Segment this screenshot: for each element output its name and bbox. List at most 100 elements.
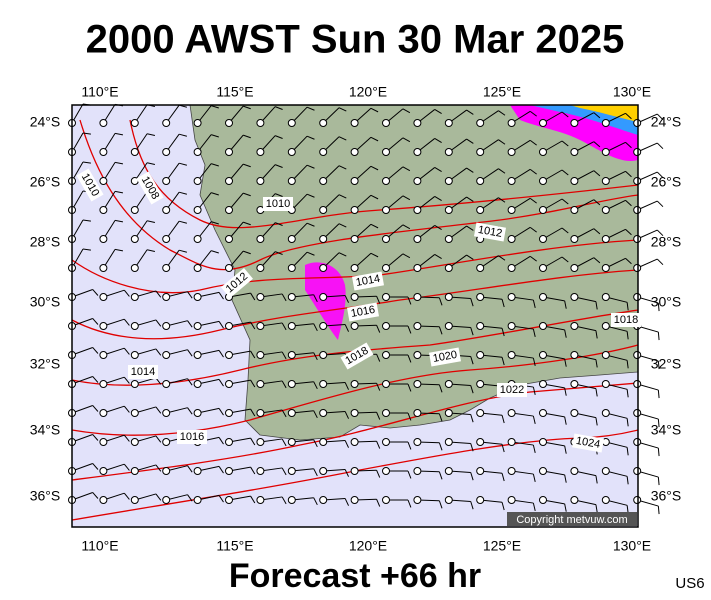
barb-flag [593,141,601,148]
barb-station [193,409,202,417]
barb-flag [561,198,569,205]
barb-flag [532,386,536,395]
barb-flag [402,108,411,114]
lat-label: 28°S [651,234,682,250]
barb-flag [155,319,162,327]
barb-station [225,206,233,214]
barb-flag [179,191,187,195]
barb-station [99,467,108,475]
barb-flag [155,406,162,414]
barb-flag [466,109,474,115]
barb-station [225,177,233,185]
barb-flag [625,228,632,236]
barb-station [539,177,547,185]
isobar-label: 1022 [497,383,527,397]
barb-flag [595,475,598,484]
barb-flag [338,223,347,228]
barb-station [319,380,328,388]
barb-flag [313,410,318,419]
barb-flag [593,257,601,264]
barb-flag [470,501,474,510]
barb-flag [434,254,442,259]
barb-flag [211,163,219,167]
barb-flag [438,500,443,509]
barb-flag [114,132,124,136]
barb-station [601,293,610,301]
barb-station [476,293,485,301]
barb-station [444,148,453,156]
barb-flag [123,376,130,384]
barb-flag [211,250,219,254]
barb-flag [657,477,660,486]
isobar [71,269,639,340]
barb-station [193,380,202,388]
barb-flag [313,497,318,506]
wind-barbs [68,103,664,515]
barb-flag [501,444,505,453]
barb-flag [561,227,569,234]
lat-label: 34°S [651,422,682,438]
barb-flag [466,196,474,202]
barb-station [256,293,265,301]
barb-station [601,380,610,388]
barb-station [570,322,579,330]
barb-flag [146,162,156,166]
barb-station [476,177,485,185]
barb-flag [218,292,224,300]
barb-station [350,380,359,388]
barb-flag [313,381,318,390]
barb-station [476,322,485,330]
barb-station [633,380,642,388]
barb-flag [211,221,219,225]
lon-label: 115°E [216,84,253,100]
barb-station [225,322,233,330]
isobar-label: 1024 [572,433,604,453]
barb-flag [407,296,412,305]
barb-flag [434,109,442,114]
barb-flag [187,291,193,299]
barb-flag [501,299,505,308]
barb-flag [532,328,536,337]
barb-station [225,496,233,504]
barb-station [444,322,453,330]
barb-station [570,351,579,359]
barb-station [539,293,547,301]
barb-station [633,235,642,243]
barb-station [99,119,108,127]
barb-flag [434,138,442,143]
barb-flag [274,164,283,168]
barb-station [162,351,171,359]
barb-flag [82,161,91,164]
barb-flag [242,192,251,197]
barb-station [99,496,108,504]
barb-station [601,177,610,185]
barb-station [570,496,579,504]
barb-station [633,119,642,127]
barb-station [382,351,390,359]
barb-station [350,496,359,504]
barb-station [319,351,328,359]
barb-station [193,322,202,330]
barb-station [130,409,139,417]
barb-station [162,496,171,504]
barb-station [256,496,265,504]
barb-flag [501,357,505,366]
barb-station [382,380,390,388]
isobar-label-box [429,347,461,367]
barb-station [287,293,296,301]
isobar-label-box [221,267,253,299]
barb-flag [242,134,251,139]
barb-station [193,293,202,301]
barb-station [350,235,359,243]
lat-label: 24°S [30,114,61,130]
barb-station [287,496,296,504]
barb-station [507,496,516,504]
isobar-label-box [76,168,104,202]
barb-station [539,235,547,243]
barb-flag [532,357,536,366]
barb-station [256,322,265,330]
barb-flag [123,492,130,500]
barb-station [287,467,296,475]
barb-station [413,264,422,272]
barb-flag [242,105,251,110]
